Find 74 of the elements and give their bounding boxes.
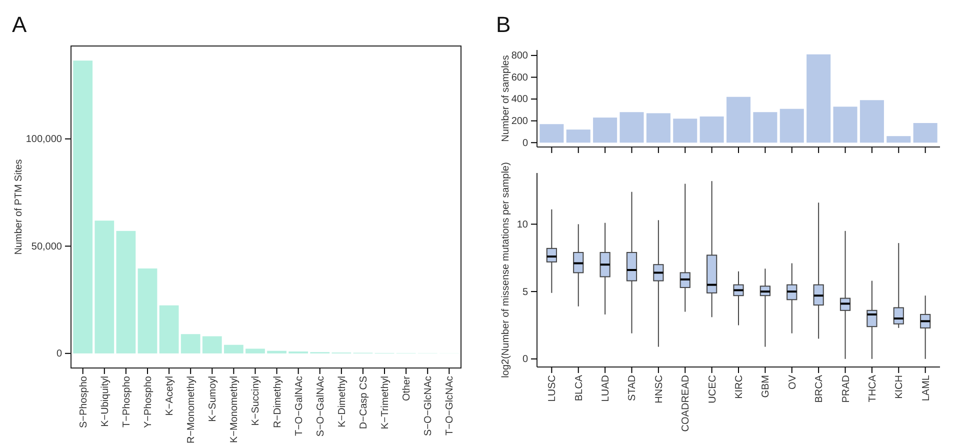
x-tick-label: K−Trimethyl: [380, 376, 392, 430]
bar: [159, 305, 179, 354]
x-tick-label: PRAD: [840, 375, 852, 403]
bar: [73, 60, 93, 354]
y-tick-label: 10: [516, 219, 528, 230]
y-tick-label: 200: [511, 116, 528, 128]
bar: [246, 348, 265, 354]
x-tick-label: LUSC: [547, 375, 558, 402]
bar: [138, 268, 158, 354]
y-tick-label: 100,000: [26, 134, 62, 146]
y-tick-label: 600: [511, 72, 528, 84]
bar: [267, 350, 286, 354]
x-tick-label: STAD: [627, 375, 638, 401]
bar: [224, 344, 244, 354]
bar: [593, 118, 618, 143]
x-tick-label: COADREAD: [680, 375, 692, 432]
x-tick-label: BRCA: [814, 374, 826, 403]
x-tick-label: KIRC: [734, 375, 745, 399]
bar: [116, 230, 136, 354]
y-tick-label: 5: [522, 286, 528, 298]
y-tick-label: 50,000: [31, 241, 62, 252]
x-tick-label: THCA: [867, 374, 878, 402]
x-tick-label: BLCA: [574, 374, 585, 402]
x-tick-label: K−Dimethyl: [336, 376, 348, 428]
x-tick-label: S−Phospho: [78, 376, 90, 428]
x-tick-label: Y−Phospho: [142, 376, 154, 428]
text: B: [496, 12, 511, 37]
y-axis-title: log2(Number of missense mutations per sample): [500, 162, 512, 378]
x-tick-label: K−Ubiquityl: [100, 376, 111, 427]
bar: [886, 136, 911, 143]
x-tick-label: T−O−GalNAc: [294, 376, 305, 436]
x-tick-label: LAML: [920, 374, 932, 402]
bar: [566, 130, 590, 143]
bar: [806, 54, 831, 143]
x-tick-label: S−O−GlcNAc: [423, 376, 434, 436]
bar: [646, 113, 670, 143]
x-tick-label: UCEC: [707, 375, 718, 404]
x-tick-label: K−Sumoyl: [208, 376, 219, 422]
x-tick-label: S−O−GalNAc: [315, 376, 326, 437]
y-axis-title: Number of samples: [500, 55, 512, 142]
x-tick-label: GBM: [760, 375, 772, 398]
y-axis-title: Number of PTM Sites: [14, 159, 24, 255]
bar: [833, 106, 858, 143]
bar: [673, 118, 698, 143]
bar: [180, 334, 200, 354]
x-tick-label: Other: [402, 375, 413, 402]
bar: [700, 116, 724, 143]
bar: [913, 123, 938, 143]
bar: [94, 220, 114, 354]
bar: [753, 112, 778, 143]
x-tick-label: T−Phospho: [121, 376, 132, 428]
x-tick-label: R−Monomethyl: [186, 376, 198, 444]
y-tick-label: 800: [511, 50, 528, 62]
bar: [540, 124, 564, 143]
bar: [202, 336, 222, 354]
x-tick-label: T−O−GlcNAc: [444, 376, 456, 436]
y-tick-label: 0: [56, 348, 62, 360]
x-tick-label: K−Succinyl: [250, 376, 262, 426]
x-tick-label: KICH: [894, 375, 906, 399]
y-tick-label: 0: [522, 138, 528, 149]
x-tick-label: LUAD: [600, 375, 612, 402]
bar: [726, 96, 751, 143]
bar: [780, 108, 804, 143]
x-tick-label: K−Acetyl: [164, 376, 176, 416]
y-tick-label: 400: [511, 94, 528, 106]
bar: [860, 100, 884, 143]
x-tick-label: R−Dimethyl: [272, 376, 284, 428]
text: A: [12, 12, 27, 37]
x-tick-label: HNSC: [654, 375, 665, 404]
y-tick-label: 0: [522, 354, 528, 366]
x-tick-label: OV: [787, 374, 798, 390]
x-tick-label: K−Monomethyl: [229, 376, 240, 443]
x-tick-label: D−Casp CS: [358, 376, 370, 430]
bar: [620, 112, 644, 143]
